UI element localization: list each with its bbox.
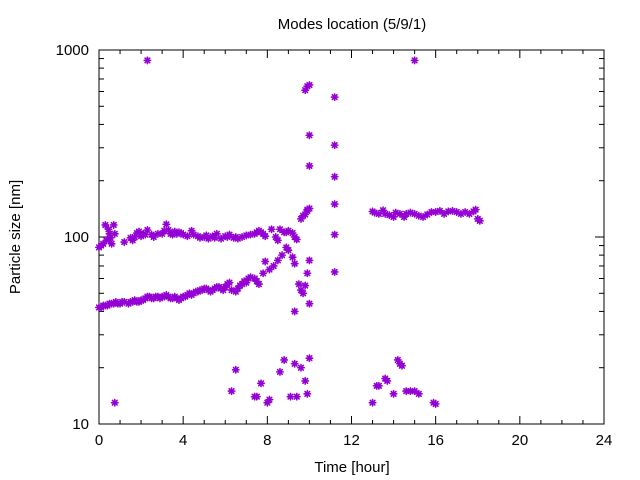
data-point [227, 387, 236, 396]
y-tick-label: 1000 [56, 42, 89, 59]
data-point [305, 256, 314, 265]
data-point [301, 376, 310, 385]
data-point [330, 172, 339, 181]
data-point [269, 261, 278, 270]
y-tick-label: 100 [64, 229, 89, 246]
data-point [389, 212, 398, 221]
data-point [102, 236, 111, 245]
data-point [153, 229, 162, 238]
x-tick-label: 4 [179, 432, 187, 449]
data-point [414, 389, 423, 398]
data-point [402, 387, 411, 396]
data-point [288, 253, 297, 262]
data-point [212, 229, 221, 238]
x-tick-label: 24 [596, 432, 613, 449]
data-point [330, 200, 339, 209]
data-point [280, 355, 289, 364]
x-tick-label: 8 [263, 432, 271, 449]
x-axis-label: Time [hour] [314, 459, 389, 476]
data-point [267, 225, 276, 234]
data-point [183, 232, 192, 241]
data-point [330, 267, 339, 276]
y-tick-label: 10 [72, 416, 89, 433]
data-point [389, 389, 398, 398]
data-point [254, 280, 263, 289]
data-point [225, 278, 234, 287]
x-axis-ticks: 0 4 8 12 16 20 24 [95, 50, 613, 449]
data-point [471, 205, 480, 214]
data-point [301, 281, 310, 290]
data-point [299, 289, 308, 298]
data-point [305, 161, 314, 170]
x-tick-label: 12 [343, 432, 360, 449]
data-point [330, 230, 339, 239]
data-point [107, 239, 116, 248]
data-point [383, 376, 392, 385]
data-point [410, 56, 419, 65]
data-point [210, 233, 219, 242]
data-point [290, 259, 299, 268]
data-point [330, 141, 339, 150]
data-point [305, 354, 314, 363]
data-point [292, 235, 301, 244]
data-point [305, 80, 314, 89]
data-point [261, 232, 270, 241]
data-point [397, 361, 407, 370]
data-point [109, 220, 118, 229]
data-point [265, 395, 274, 404]
data-point [275, 367, 284, 376]
data-point [431, 399, 440, 408]
data-point [273, 256, 282, 265]
data-point [286, 392, 295, 401]
data-point [368, 398, 377, 407]
x-tick-label: 0 [95, 432, 103, 449]
data-point [303, 389, 312, 398]
data-point [261, 257, 270, 266]
data-point [330, 93, 339, 102]
data-point [252, 392, 261, 401]
data-point [120, 238, 129, 247]
data-point [290, 307, 299, 316]
data-point [294, 280, 303, 289]
data-point [465, 209, 474, 218]
x-tick-label: 20 [511, 432, 528, 449]
data-point [257, 379, 266, 388]
data-point [374, 381, 383, 390]
data-point [106, 233, 115, 242]
x-tick-label: 16 [427, 432, 444, 449]
data-points [95, 56, 484, 408]
chart-title: Modes location (5/9/1) [278, 16, 426, 33]
data-point [162, 220, 171, 229]
data-point [296, 363, 306, 372]
data-point [110, 398, 119, 407]
y-axis-ticks: 10 100 1000 [56, 42, 604, 433]
data-point [305, 131, 314, 140]
data-point [305, 299, 314, 308]
data-point [475, 216, 484, 225]
data-point [204, 234, 213, 243]
data-point [303, 205, 312, 214]
data-point [273, 236, 282, 245]
data-point [292, 392, 301, 401]
data-point [259, 269, 268, 278]
data-point [110, 229, 119, 238]
data-point [265, 265, 274, 274]
data-point [406, 387, 415, 396]
data-point [303, 269, 312, 278]
data-point [419, 212, 428, 221]
data-point [143, 56, 152, 65]
data-point [143, 226, 152, 235]
y-axis-label: Particle size [nm] [7, 180, 24, 294]
data-point [290, 359, 299, 368]
data-point [101, 220, 110, 229]
data-point [278, 251, 287, 260]
data-point [284, 246, 293, 255]
data-point [231, 365, 240, 374]
